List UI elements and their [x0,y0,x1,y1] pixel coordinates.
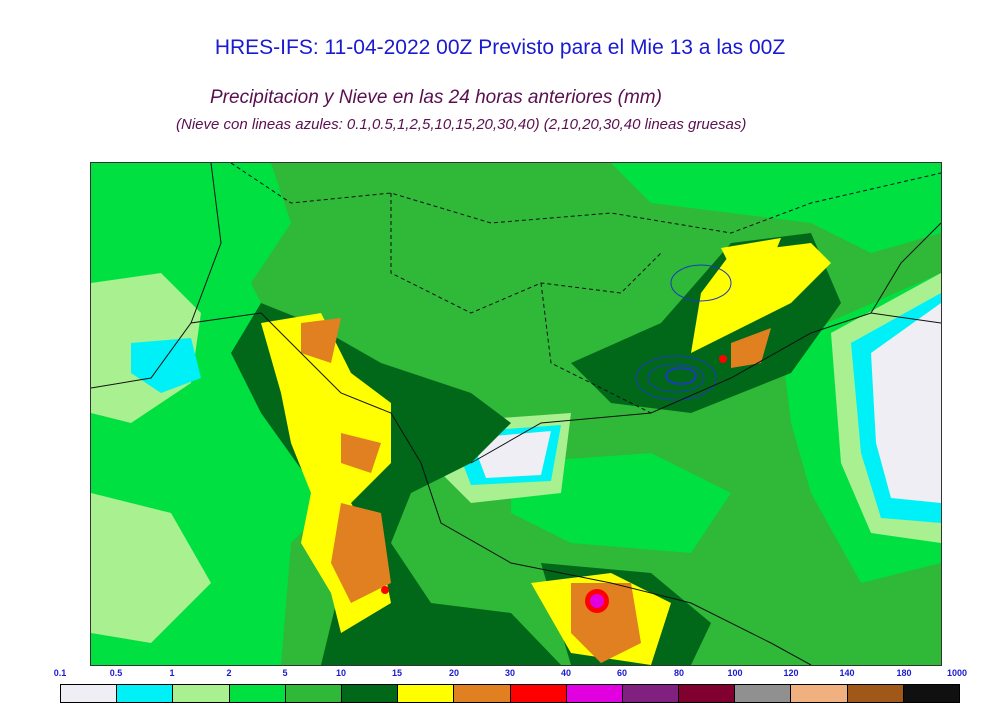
orange-north [301,318,341,363]
legend-swatch [847,685,904,702]
southwest-lightgreen [91,493,211,643]
legend-swatch [341,685,399,702]
color-scale-bar [60,684,960,703]
legend-swatch [398,685,455,702]
legend-tick: 10 [335,668,347,678]
legend-swatch [117,685,174,702]
legend-tick: 1000 [946,668,968,678]
legend-swatch [285,685,342,702]
legend-tick: 0.1 [53,668,67,678]
legend-swatch [454,685,511,702]
legend-tick: 120 [783,668,799,678]
legend-tick: 80 [673,668,685,678]
south-central-green [511,453,731,553]
legend-swatch [229,685,286,702]
legend-tick: 60 [616,668,628,678]
snow-contour-note: (Nieve con lineas azules: 0.1,0.5,1,2,5,… [176,116,747,133]
orange-south [331,503,391,603]
legend-tick: 15 [391,668,403,678]
orange-east [731,328,771,368]
west-cyan [131,338,201,393]
orange-mid [341,433,381,473]
legend-tick: 100 [727,668,743,678]
legend-swatch [791,685,848,702]
legend-tick: 0.5 [109,668,123,678]
legend-swatch [61,685,118,702]
legend-tick: 5 [282,668,288,678]
legend-tick: 20 [448,668,460,678]
east-yellow-band [691,243,831,353]
legend-tick: 30 [504,668,516,678]
legend-tick: 2 [226,668,232,678]
legend-tick: 180 [896,668,912,678]
snow-contours [635,264,732,401]
precipitation-field [91,163,941,665]
legend-swatch [679,685,736,702]
north-green-area [611,163,941,253]
legend-tick: 140 [839,668,855,678]
precipitation-map [90,162,942,666]
red-dot-east [719,355,727,363]
map-title: HRES-IFS: 11-04-2022 00Z Previsto para e… [214,36,786,59]
east-white [871,303,941,503]
legend-swatch [903,685,959,702]
legend-tick: 40 [560,668,572,678]
legend-swatch [510,685,567,702]
legend-swatch [735,685,792,702]
legend-swatch [622,685,680,702]
legend-swatch [173,685,230,702]
red-dot-west [381,586,389,594]
legend-swatch [566,685,623,702]
legend-tick-labels: 0.1 0.5 1 2 5 10 15 20 30 40 60 80 100 1… [0,668,1000,680]
magenta-core [590,594,604,608]
ne-yellow-spot [721,238,781,268]
map-subtitle: Precipitacion y Nieve en las 24 horas an… [210,87,662,108]
legend-tick: 1 [169,668,175,678]
borders [91,163,941,665]
region-borders [230,163,941,414]
